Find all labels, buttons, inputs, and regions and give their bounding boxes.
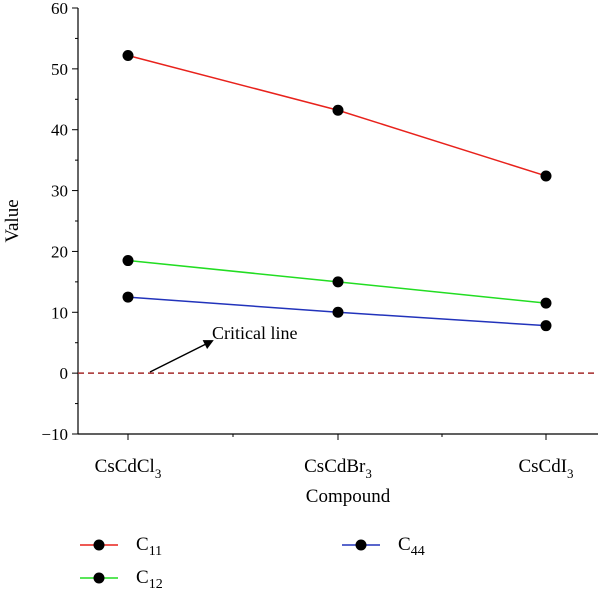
data-point — [540, 320, 552, 332]
y-tick-label: −10 — [41, 425, 68, 444]
y-tick-label: 0 — [60, 364, 69, 383]
series-layer — [122, 49, 552, 332]
legend-item: C44 — [342, 534, 425, 559]
series-line — [127, 54, 547, 177]
data-point — [332, 276, 344, 288]
legend-marker — [93, 572, 105, 584]
data-point — [332, 104, 344, 116]
y-tick-label: 40 — [51, 121, 68, 140]
data-point — [332, 306, 344, 318]
series-c44 — [122, 291, 552, 332]
y-tick-label: 20 — [51, 242, 68, 261]
legend-label: C11 — [136, 534, 162, 559]
y-tick-label: 10 — [51, 303, 68, 322]
y-tick-label: 60 — [51, 0, 68, 18]
legend-label: C44 — [398, 534, 425, 559]
annotation: Critical line — [149, 323, 297, 373]
data-point — [122, 255, 134, 267]
legend-label: C12 — [136, 567, 163, 590]
data-point — [540, 297, 552, 309]
annotation-arrow — [149, 340, 214, 373]
x-tick-label: CsCdCl3 — [95, 456, 162, 481]
series-c12 — [122, 255, 552, 309]
series-c11 — [122, 49, 552, 182]
legend-marker — [93, 539, 105, 551]
y-tick-label: 30 — [51, 182, 68, 201]
legend-item: C12 — [80, 567, 163, 590]
axes: −10 0 10 20 30 40 50 60 CsCdCl3 CsCdBr3 CsCdI3 — [41, 0, 598, 481]
data-point — [540, 170, 552, 182]
legend: C11 C12 C44 — [80, 534, 425, 590]
y-axis-title: Value — [2, 199, 23, 242]
legend-marker — [355, 539, 367, 551]
x-tick-label: CsCdI3 — [518, 456, 573, 481]
y-tick-label: 50 — [51, 60, 68, 79]
annotation-text: Critical line — [212, 323, 297, 343]
data-point — [122, 49, 134, 61]
x-axis-title: Compound — [306, 486, 391, 507]
legend-item: C11 — [80, 534, 162, 559]
x-tick-label: CsCdBr3 — [304, 456, 372, 481]
data-point — [122, 291, 134, 303]
